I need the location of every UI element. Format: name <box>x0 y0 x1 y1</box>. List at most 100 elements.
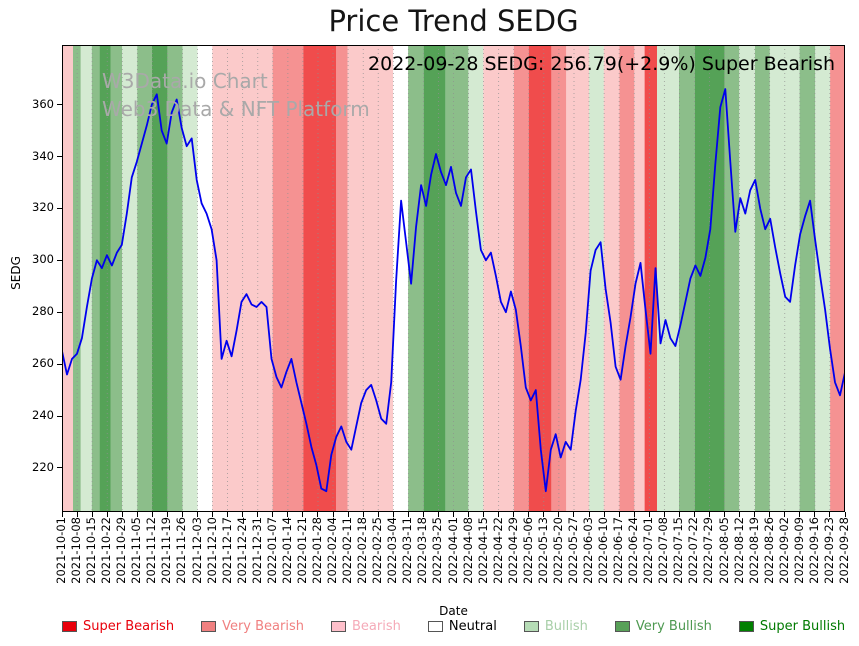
legend-item-very-bearish: Very Bearish <box>201 619 304 634</box>
x-tick-mark <box>407 512 409 517</box>
sentiment-band-very-bullish <box>679 45 695 512</box>
x-tick-label: 2022-04-29 <box>505 517 520 584</box>
x-tick-label: 2022-05-06 <box>520 517 535 584</box>
x-tick-mark <box>347 512 349 517</box>
x-tick-mark <box>151 512 153 517</box>
x-tick-label: 2022-07-01 <box>641 517 656 584</box>
x-tick-mark <box>648 512 650 517</box>
x-tick-label: 2022-04-08 <box>460 517 475 584</box>
x-tick-mark <box>392 512 394 517</box>
x-tick-label: 2021-12-10 <box>204 517 219 584</box>
x-tick-label: 2022-09-02 <box>776 517 791 584</box>
x-tick-mark <box>708 512 710 517</box>
x-tick-label: 2022-04-15 <box>475 517 490 584</box>
sentiment-band-super-bearish <box>528 45 552 512</box>
legend-swatch <box>427 621 443 632</box>
x-tick-label: 2022-06-24 <box>626 517 641 584</box>
sentiment-band-very-bearish <box>272 45 304 512</box>
x-tick-label: 2022-05-20 <box>550 517 565 584</box>
x-tick-mark <box>121 512 123 517</box>
sentiment-band-very-bullish <box>408 45 424 512</box>
x-tick-label: 2022-05-27 <box>565 517 580 584</box>
x-tick-mark <box>468 512 470 517</box>
x-tick-label: 2021-12-24 <box>234 517 249 584</box>
x-tick-mark <box>76 512 78 517</box>
x-tick-mark <box>528 512 530 517</box>
sentiment-band-bullish <box>182 45 198 512</box>
sentiment-band-bearish <box>347 45 394 512</box>
x-tick-mark <box>317 512 319 517</box>
x-axis-label: Date <box>439 604 468 618</box>
sentiment-band-bullish <box>80 45 92 512</box>
legend-item-neutral: Neutral <box>427 619 497 634</box>
legend-swatch <box>523 621 539 632</box>
sentiment-band-very-bullish <box>724 45 740 512</box>
y-tick-label: 320 <box>32 200 54 215</box>
x-tick-label: 2022-08-05 <box>716 517 731 584</box>
sentiment-band-bearish <box>212 45 273 512</box>
x-tick-label: 2022-08-12 <box>731 517 746 584</box>
y-axis-label: SEDG <box>9 256 23 290</box>
y-tick-label: 360 <box>32 96 54 111</box>
sentiment-band-very-bearish <box>513 45 529 512</box>
x-tick-mark <box>573 512 575 517</box>
x-tick-label: 2021-11-26 <box>174 517 189 584</box>
legend-label: Neutral <box>448 619 497 634</box>
sentiment-band-bullish <box>122 45 138 512</box>
x-tick-label: 2022-02-11 <box>340 517 355 584</box>
sentiment-band-bullish <box>769 45 800 512</box>
y-tick-label: 340 <box>32 148 54 163</box>
price-line <box>62 88 845 493</box>
sentiment-band-very-bearish <box>551 45 567 512</box>
sentiment-band-neutral <box>393 45 409 512</box>
x-tick-mark <box>257 512 259 517</box>
plot-area: W3Data.io Chart Web3 Data & NFT Platform… <box>62 45 845 512</box>
sentiment-band-bearish <box>62 45 73 512</box>
x-tick-label: 2022-02-04 <box>325 517 340 584</box>
x-tick-label: 2022-07-15 <box>671 517 686 584</box>
x-tick-label: 2022-09-09 <box>791 517 806 584</box>
x-tick-label: 2022-01-21 <box>294 517 309 584</box>
x-tick-mark <box>453 512 454 517</box>
sentiment-band-bearish <box>603 45 620 512</box>
plot-frame <box>62 45 845 512</box>
x-tick-mark <box>633 512 635 517</box>
x-tick-mark <box>483 512 485 517</box>
x-tick-mark <box>242 512 244 517</box>
legend-label: Super Bullish <box>759 619 846 634</box>
sentiment-band-bullish <box>657 45 679 512</box>
x-tick-label: 2021-10-22 <box>99 517 114 584</box>
x-tick-label: 2021-11-05 <box>129 517 144 584</box>
x-tick-label: 2021-10-01 <box>54 517 68 584</box>
legend-label: Bullish <box>544 619 588 634</box>
x-tick-label: 2022-03-04 <box>385 517 400 584</box>
sentiment-band-super-bullish <box>152 45 168 512</box>
x-tick-mark <box>724 512 726 517</box>
x-tick-mark <box>814 512 816 517</box>
x-tick-mark <box>181 512 183 517</box>
sentiment-band-bullish <box>589 45 604 512</box>
x-tick-label: 2022-08-26 <box>761 517 776 584</box>
x-tick-mark <box>663 512 665 517</box>
sentiment-band-bullish <box>739 45 755 512</box>
sentiment-band-super-bearish <box>644 45 658 512</box>
sentiment-band-neutral <box>197 45 213 512</box>
sentiment-band-very-bullish <box>167 45 183 512</box>
x-tick-mark <box>362 512 364 517</box>
legend: Super Bearish Very Bearish Bearish Neutral B… <box>62 619 854 634</box>
sentiment-band-bullish <box>468 45 484 512</box>
x-tick-mark <box>227 512 229 517</box>
x-tick-label: 2022-06-17 <box>611 517 626 584</box>
sentiment-band-very-bearish <box>336 45 348 512</box>
x-tick-mark <box>678 512 680 517</box>
x-tick-label: 2022-04-01 <box>445 517 460 584</box>
legend-swatch <box>62 621 77 632</box>
x-tick-mark <box>739 512 741 517</box>
x-tick-label: 2022-01-28 <box>309 517 324 584</box>
x-tick-label: 2022-07-29 <box>701 517 716 584</box>
price-line-chart <box>62 45 845 512</box>
x-tick-mark <box>769 512 771 517</box>
x-tick-label: 2021-10-29 <box>114 517 129 584</box>
x-tick-mark <box>558 512 560 517</box>
